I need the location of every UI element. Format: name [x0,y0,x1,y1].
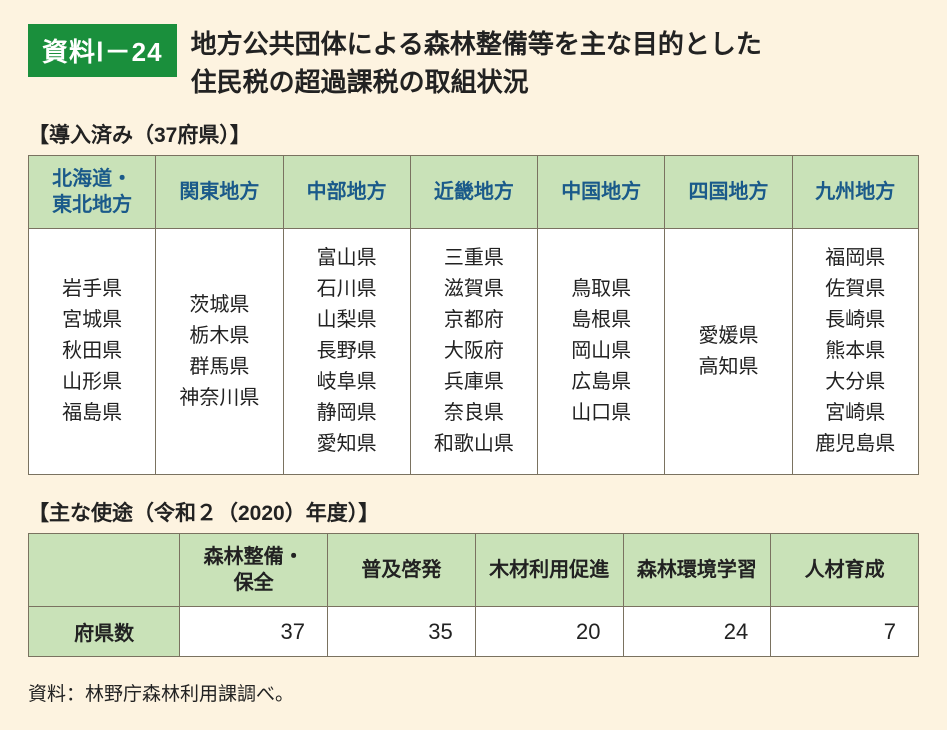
title-line-2: 住民税の超過課税の取組状況 [191,67,529,97]
source-note: 資料：林野庁森林利用課調べ。 [28,679,919,706]
document-page: 資料Ⅰ－24 地方公共団体による森林整備等を主な目的とした 住民税の超過課税の取… [0,0,947,730]
col-header: 九州地方 [792,156,918,229]
title-line-1: 地方公共団体による森林整備等を主な目的とした [191,29,762,59]
col-header: 中国地方 [538,156,665,229]
table-row: 府県数 37 35 20 24 7 [29,607,919,657]
header: 資料Ⅰ－24 地方公共団体による森林整備等を主な目的とした 住民税の超過課税の取… [28,24,919,101]
value-cell: 37 [180,607,328,657]
reference-badge: 資料Ⅰ－24 [28,24,177,77]
col-header: 森林整備・保全 [180,534,328,607]
table-header-row: 北海道・東北地方 関東地方 中部地方 近畿地方 中国地方 四国地方 九州地方 [29,156,919,229]
value-cell: 7 [771,607,919,657]
prefecture-cell: 岩手県宮城県秋田県山形県福島県 [29,229,156,475]
col-header: 木材利用促進 [475,534,623,607]
table-header-row: 森林整備・保全 普及啓発 木材利用促進 森林環境学習 人材育成 [29,534,919,607]
corner-cell [29,534,180,607]
prefecture-cell: 三重県滋賀県京都府大阪府兵庫県奈良県和歌山県 [410,229,537,475]
col-header: 近畿地方 [410,156,537,229]
value-cell: 20 [475,607,623,657]
section-1-label: 【導入済み（37府県）】 [28,119,919,149]
row-header: 府県数 [29,607,180,657]
col-header: 中部地方 [283,156,410,229]
prefecture-cell: 鳥取県島根県岡山県広島県山口県 [538,229,665,475]
col-header: 関東地方 [156,156,283,229]
col-header: 普及啓発 [328,534,476,607]
table-row: 岩手県宮城県秋田県山形県福島県 茨城県栃木県群馬県神奈川県 富山県石川県山梨県長… [29,229,919,475]
usage-table: 森林整備・保全 普及啓発 木材利用促進 森林環境学習 人材育成 府県数 37 3… [28,533,919,657]
prefecture-cell: 愛媛県高知県 [665,229,792,475]
col-header: 人材育成 [771,534,919,607]
prefecture-cell: 福岡県佐賀県長崎県熊本県大分県宮崎県鹿児島県 [792,229,918,475]
col-header: 森林環境学習 [623,534,771,607]
value-cell: 24 [623,607,771,657]
section-2-label: 【主な使途（令和２（2020）年度）】 [28,497,919,527]
col-header: 北海道・東北地方 [29,156,156,229]
prefecture-cell: 茨城県栃木県群馬県神奈川県 [156,229,283,475]
page-title: 地方公共団体による森林整備等を主な目的とした 住民税の超過課税の取組状況 [191,26,762,101]
value-cell: 35 [328,607,476,657]
col-header: 四国地方 [665,156,792,229]
prefecture-cell: 富山県石川県山梨県長野県岐阜県静岡県愛知県 [283,229,410,475]
prefecture-table: 北海道・東北地方 関東地方 中部地方 近畿地方 中国地方 四国地方 九州地方 岩… [28,155,919,475]
